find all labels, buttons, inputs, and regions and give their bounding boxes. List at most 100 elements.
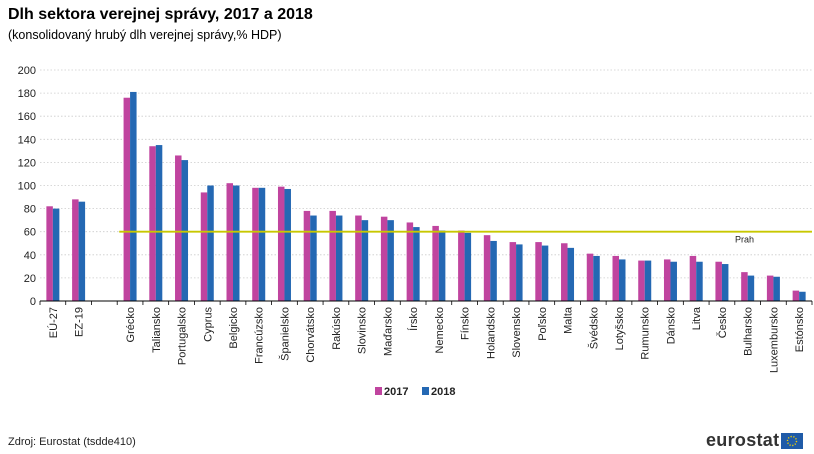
bar-2017 (432, 225, 439, 301)
bar-2017 (277, 186, 285, 301)
x-tick-label: Francúzsko (254, 307, 266, 364)
x-tick-label: Česko (716, 307, 729, 338)
bar-2017 (483, 235, 491, 301)
x-tick-label: Rakúsko (331, 307, 343, 350)
bar-2017 (689, 255, 697, 301)
bar-2018 (567, 247, 575, 301)
legend: 2017 2018 (375, 386, 455, 398)
y-tick-label: 160 (18, 111, 36, 123)
y-tick-label: 20 (24, 273, 36, 285)
x-tick-label: Slovinsko (357, 307, 369, 354)
bar-2018 (593, 255, 600, 301)
bar-2018 (233, 185, 240, 301)
eurostat-logo: eurostat (706, 430, 804, 451)
legend-label-2018: 2018 (431, 386, 455, 398)
x-tick-label: Portugalsko (177, 307, 189, 365)
bar-2017 (561, 243, 568, 301)
x-tick-label: Lotyšsko (614, 307, 626, 350)
bar-2017 (458, 230, 465, 301)
bar-2017 (252, 187, 259, 301)
y-tick-label: 140 (18, 134, 36, 146)
bar-2018 (335, 215, 343, 301)
x-tick-label: Grécko (125, 307, 137, 342)
bar-2017 (380, 216, 388, 301)
x-tick-label: Bulharsko (743, 307, 755, 356)
bar-2017 (123, 97, 131, 301)
bar-2018 (644, 260, 652, 301)
x-tick-label: Luxembursko (768, 307, 780, 373)
bar-2018 (464, 232, 472, 301)
x-tick-label: Maďarsko (382, 307, 394, 356)
x-axis-ticks: EÚ-27 EZ-19 Grécko Taliansko Portugalsko Cypr… (47, 306, 806, 373)
bar-2018 (516, 244, 523, 301)
bar-2018 (773, 276, 780, 301)
bar-2017 (406, 222, 414, 301)
bar-2018 (541, 245, 549, 301)
bar-2017 (355, 215, 362, 301)
x-tick-label: Slovensko (511, 307, 523, 358)
legend-label-2017: 2017 (384, 386, 408, 398)
x-tick-label: EZ-19 (74, 307, 86, 337)
bar-2017 (792, 290, 800, 301)
y-tick-label: 120 (18, 157, 36, 169)
x-tick-label: Estónsko (794, 307, 806, 352)
bar-2018 (670, 261, 677, 301)
bar-2018 (619, 259, 626, 301)
x-tick-label: Rumunsko (640, 307, 652, 360)
bar-2018 (696, 261, 703, 301)
threshold: Prah (119, 230, 812, 245)
bar-2017 (663, 259, 671, 301)
source-note: Zdroj: Eurostat (tsdde410) (8, 436, 136, 448)
bars (46, 91, 806, 302)
bar-2018 (387, 220, 394, 301)
bar-2018 (413, 227, 420, 301)
bar-2017 (535, 242, 542, 301)
bar-2017 (303, 210, 311, 301)
bar-2017 (149, 146, 156, 301)
bar-2018 (258, 187, 266, 301)
x-tick-label: Nemecko (434, 307, 446, 353)
y-tick-label: 100 (18, 181, 36, 193)
x-tick-label: Taliansko (151, 307, 163, 353)
bar-2017 (175, 155, 182, 301)
bar-2017 (586, 253, 594, 301)
y-tick-label: 0 (30, 296, 36, 308)
bar-2017 (612, 255, 619, 301)
bar-2018 (799, 291, 806, 301)
bar-chart: 0 20 40 60 80 100 120 140 160 180 200 Prah EÚ-27 EZ… (18, 65, 813, 398)
legend-swatch-2017 (375, 387, 382, 395)
bar-2018 (207, 185, 214, 301)
y-tick-label: 180 (18, 88, 36, 100)
x-tick-label: Cyprus (202, 307, 214, 342)
bar-2018 (155, 145, 163, 301)
y-axis-ticks: 0 20 40 60 80 100 120 140 160 180 200 (18, 65, 36, 308)
x-tick-label: Poľsko (537, 307, 549, 341)
bar-2017 (226, 183, 233, 301)
x-tick-label: EÚ-27 (47, 307, 60, 338)
bar-2017 (741, 272, 748, 302)
x-tick-label: Malta (563, 306, 575, 334)
bar-2017 (766, 275, 774, 301)
bar-2018 (361, 220, 369, 301)
x-tick-label: Chorvátsko (305, 307, 317, 363)
y-tick-label: 40 (24, 250, 36, 262)
bar-2017 (46, 206, 53, 301)
x-axis (39, 300, 813, 305)
x-tick-label: Španielsko (278, 307, 291, 361)
x-tick-label: Dánsko (665, 307, 677, 344)
bar-2018 (52, 208, 60, 301)
y-tick-label: 60 (24, 227, 36, 239)
bar-2018 (747, 275, 755, 301)
legend-swatch-2018 (422, 387, 429, 395)
x-tick-label: Fínsko (460, 307, 472, 340)
bar-2017 (509, 242, 517, 301)
x-tick-label: Švédsko (587, 307, 600, 349)
bar-2017 (638, 260, 645, 301)
eu-flag-icon (781, 432, 804, 449)
bar-2018 (181, 160, 189, 301)
y-tick-label: 200 (18, 65, 36, 77)
bar-2018 (310, 215, 317, 301)
bar-2017 (72, 199, 79, 301)
x-tick-label: Írsko (407, 307, 420, 331)
bar-2017 (715, 261, 722, 301)
